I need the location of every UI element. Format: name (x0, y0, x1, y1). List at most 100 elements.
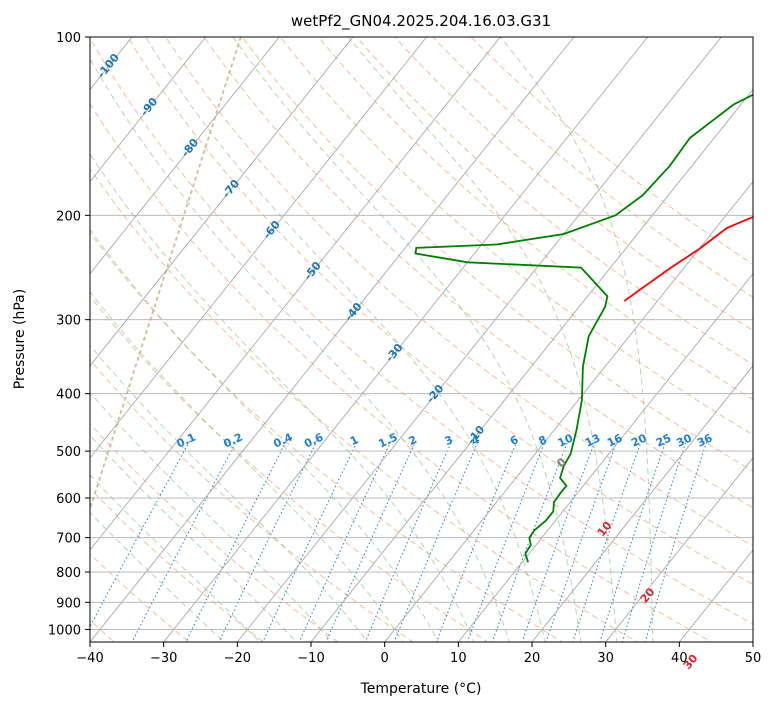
mixing-ratio-label: 0.2 (222, 431, 245, 451)
background-lines (90, 37, 753, 642)
mixing-ratio-line (393, 440, 479, 642)
mixing-ratio-line (466, 440, 546, 642)
isotherm-label: -100 (95, 51, 123, 81)
isotherm-label-group: -70 (220, 177, 243, 201)
mixing-ratio-label-group: 0.1 (175, 431, 198, 451)
mixing-ratio-label: 36 (695, 431, 715, 449)
moist-adiabat (90, 291, 404, 642)
y-tick-label: 900 (56, 596, 81, 611)
curve-labels: -100-90-80-70-60-50-40-30-20-100.1 0.2 0.4… (95, 51, 715, 672)
mixing-ratio-line (262, 440, 359, 642)
mixing-ratio-label-group: 13 (583, 431, 602, 449)
dry-adiabat (90, 231, 564, 642)
mixing-ratio-label-group: 16 (605, 431, 625, 449)
mixing-ratio-label: 0.4 (271, 430, 294, 450)
wet-bulb-label-group: 0 (554, 455, 569, 469)
moist-adiabat (145, 37, 546, 642)
isotherm-label-group: -90 (138, 95, 161, 119)
y-tick-label: 500 (56, 445, 81, 460)
mixing-ratio-label: 16 (605, 431, 625, 449)
mixing-ratio-label: 1.5 (376, 431, 399, 451)
mixing-ratio-label-group: 1.5 (376, 431, 399, 451)
mixing-ratio-line (185, 440, 287, 642)
mixing-ratio-line (131, 440, 238, 642)
isotherm-line (384, 180, 753, 642)
mixing-ratio-label-group: 8 (536, 433, 548, 448)
mixing-ratio-label: 25 (654, 431, 673, 449)
isotherm-line (90, 37, 207, 183)
wet-bulb-label: 10 (595, 519, 615, 539)
mixing-ratio-label-group: 0.6 (302, 430, 325, 450)
mixing-ratio-label: 6 (508, 433, 521, 448)
isotherm-line (90, 37, 575, 642)
x-tick-label: −20 (224, 651, 251, 666)
dry-adiabat (355, 37, 753, 366)
x-tick-label: −40 (76, 651, 103, 666)
isotherm-label: -60 (260, 218, 283, 242)
dry-adiabat (317, 37, 753, 401)
x-tick-label: 40 (671, 651, 688, 666)
moist-adiabat (90, 57, 510, 642)
isotherm-label-group: -50 (301, 259, 324, 283)
moist-adiabat (90, 344, 369, 642)
mixing-ratio-label: 13 (583, 431, 602, 449)
mixing-ratio-label-group: 20 (629, 431, 649, 449)
mixing-ratio-label: 20 (629, 431, 649, 449)
y-tick-label: 1000 (48, 623, 81, 638)
x-tick-label: 20 (524, 651, 541, 666)
isotherm-label-group: -20 (424, 382, 447, 406)
isotherm-line (752, 641, 753, 642)
x-tick-label: −10 (297, 651, 324, 666)
mixing-ratio-label-group: 36 (695, 431, 715, 449)
mixing-ratio-line (599, 440, 667, 642)
dry-adiabat (279, 37, 753, 436)
mixing-ratio-line (644, 440, 708, 642)
isotherm-line (678, 549, 753, 642)
isotherm-label: -30 (383, 341, 406, 365)
moist-adiabat (90, 391, 333, 642)
isotherm-label-group: -100 (95, 51, 123, 81)
mixing-ratio-label-group: 3 (443, 433, 455, 448)
isotherm-line (0, 37, 58, 642)
mixing-ratio-label-group: 25 (654, 431, 673, 449)
dry-adiabat (90, 423, 340, 642)
x-tick-label: 10 (450, 651, 467, 666)
mixing-ratio-line (491, 440, 569, 642)
chart-title: wetPf2_GN04.2025.204.16.03.G31 (291, 12, 551, 31)
mixing-ratio-label: 8 (536, 433, 548, 448)
dry-adiabat (394, 37, 753, 332)
moist-adiabat (90, 228, 440, 642)
mixing-ratio-line (621, 440, 687, 642)
moist-adiabat (90, 511, 225, 642)
dry-adiabat (165, 37, 753, 547)
isotherm-line (457, 272, 753, 642)
isotherm-line (163, 37, 649, 642)
mixing-ratio-line (325, 440, 417, 642)
y-tick-label: 600 (56, 492, 81, 507)
isotherm-line (605, 457, 753, 642)
mixing-ratio-label-group: 0.2 (222, 431, 245, 451)
isotherm-line (236, 37, 722, 642)
x-axis-label: Temperature (°C) (360, 681, 482, 697)
mixing-ratio-line (521, 440, 596, 642)
mixing-ratio-label-group: 10 (556, 431, 576, 449)
mixing-ratio-line (298, 440, 392, 642)
mixing-ratio-label: 0.6 (302, 430, 325, 450)
pressure-gridlines (0, 37, 753, 642)
x-tick-label: −30 (150, 651, 177, 666)
isotherm-label-group: -80 (179, 136, 202, 160)
wet-bulb-label-group: 10 (595, 519, 615, 539)
y-tick-label: 400 (56, 388, 81, 403)
mixing-ratio-line (218, 440, 318, 642)
y-tick-label: 800 (56, 566, 81, 581)
moist-adiabat (90, 434, 297, 642)
isotherm-line (90, 37, 428, 459)
isotherm-label: -70 (220, 177, 243, 201)
isotherm-line (90, 37, 501, 551)
moist-adiabat (90, 474, 261, 642)
x-tick-label: 30 (597, 651, 614, 666)
isotherm-line (90, 37, 354, 367)
mixing-ratio-line (545, 440, 618, 642)
moist-adiabat (347, 37, 618, 642)
